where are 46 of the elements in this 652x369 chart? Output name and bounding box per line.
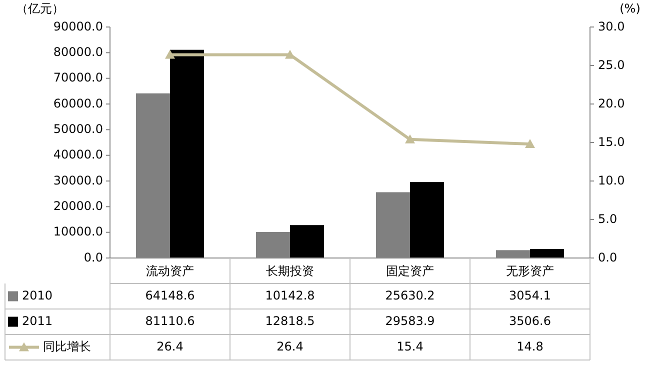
data-label: 81110.6	[145, 314, 195, 328]
data-label: 3054.1	[509, 288, 551, 303]
point	[405, 134, 415, 144]
y-tick-label: 80000.0	[53, 44, 103, 59]
data-label: 14.8	[516, 340, 544, 354]
y2-axis-title: (%)	[620, 1, 640, 16]
x-tick-label: 长期投资	[266, 264, 314, 278]
point	[285, 50, 295, 59]
x-tick-label: 固定资产	[386, 264, 434, 278]
y2-tick-label: 0.0	[598, 250, 618, 264]
data-label: 12818.5	[265, 314, 315, 328]
y-tick-label: 50000.0	[53, 122, 103, 136]
y2-tick-label: 10.0	[598, 173, 625, 188]
y-tick-label: 30000.0	[53, 173, 103, 188]
y2-tick-label: 25.0	[598, 58, 625, 72]
bar	[410, 182, 444, 258]
bar	[290, 225, 324, 258]
data-label: 3506.6	[509, 314, 551, 328]
y2-tick-label: 15.0	[598, 134, 625, 149]
point	[525, 139, 535, 148]
legend-label: 同比增长	[43, 340, 91, 354]
y-tick-label: 90000.0	[53, 19, 103, 34]
y-tick-label: 40000.0	[53, 148, 103, 162]
data-label: 26.4	[156, 340, 184, 354]
y2-tick-label: 30.0	[598, 19, 625, 34]
bar	[530, 249, 564, 258]
y-tick-label: 70000.0	[53, 70, 103, 85]
x-tick-label: 流动资产	[146, 264, 194, 278]
y-tick-label: 60000.0	[53, 96, 103, 110]
y-tick-label: 20000.0	[53, 198, 103, 213]
data-label: 10142.8	[265, 288, 315, 303]
y-tick-label: 0.0	[84, 250, 103, 264]
y2-tick-label: 5.0	[598, 212, 618, 226]
bar	[170, 50, 204, 258]
x-tick-label: 无形资产	[506, 264, 554, 278]
data-label: 25630.2	[385, 288, 435, 303]
data-label: 26.4	[276, 340, 304, 354]
y2-tick-label: 20.0	[598, 96, 625, 110]
data-label: 64148.6	[145, 288, 195, 303]
point	[165, 50, 175, 59]
legend-label: 2011	[22, 314, 53, 328]
y-tick-label: 10000.0	[53, 224, 103, 239]
y-axis-title: （亿元）	[16, 1, 64, 16]
legend-label: 2010	[22, 288, 53, 303]
data-label: 29583.9	[385, 314, 435, 328]
data-label: 15.4	[396, 340, 424, 354]
